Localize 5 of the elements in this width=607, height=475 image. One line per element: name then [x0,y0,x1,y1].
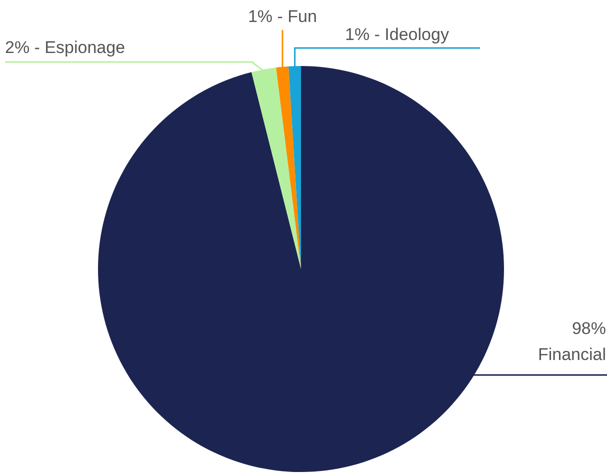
slice-label: Financial [538,345,606,364]
slice-label: 1% - Fun [248,7,317,26]
slice-label: 1% - Ideology [345,25,450,44]
slice-label: 2% - Espionage [5,38,126,57]
data-label: 98% [572,319,606,338]
